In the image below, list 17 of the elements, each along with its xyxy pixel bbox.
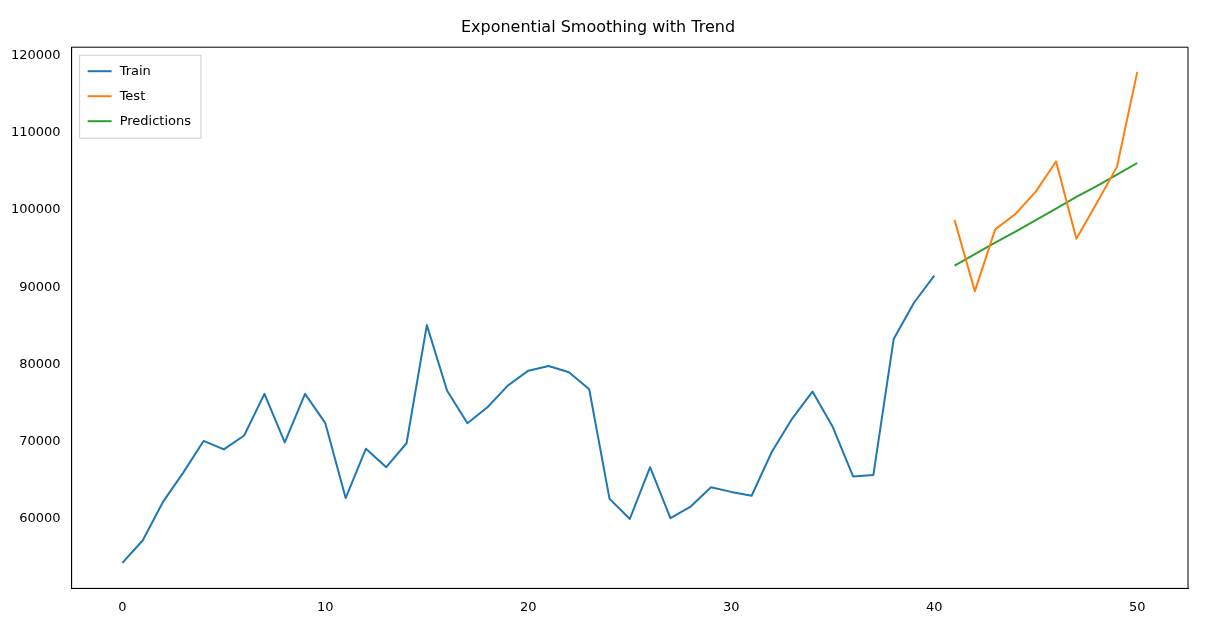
y-tick-label: 70000 (19, 433, 61, 449)
y-tick-label: 90000 (19, 278, 61, 294)
y-tick-label: 100000 (10, 201, 61, 217)
x-tick-label: 20 (520, 598, 537, 614)
legend-label: Predictions (119, 112, 192, 128)
y-tick-label: 80000 (19, 355, 61, 371)
x-tick-label: 10 (317, 598, 334, 614)
x-tick-label: 30 (723, 598, 740, 614)
x-tick-label: 50 (1128, 598, 1146, 614)
y-tick-label: 60000 (19, 510, 61, 526)
y-tick-label: 120000 (10, 47, 61, 63)
x-tick-label: 0 (118, 598, 127, 614)
legend-label: Train (118, 62, 151, 78)
y-tick-label: 110000 (10, 124, 61, 140)
legend-label: Test (118, 87, 146, 103)
x-tick-label: 40 (926, 598, 943, 614)
chart-title: Exponential Smoothing with Trend (460, 16, 736, 36)
